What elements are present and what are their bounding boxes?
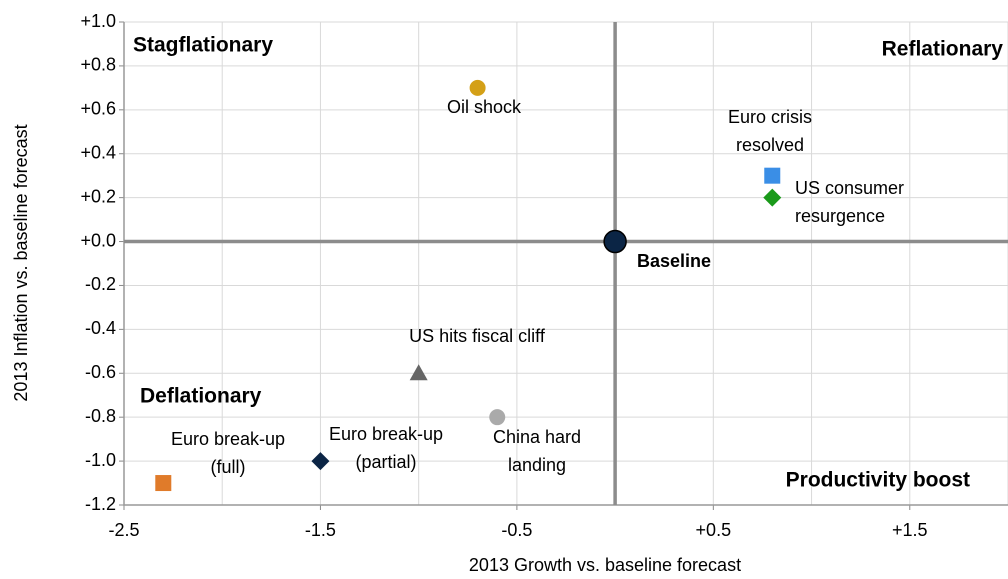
label-line: (partial) [355, 452, 416, 472]
y-tick-label: -0.2 [85, 274, 116, 294]
label-line: Euro break-up [171, 429, 285, 449]
quadrant-label: Stagflationary [133, 34, 273, 57]
marker [311, 452, 330, 471]
y-axis-title: 2013 Inflation vs. baseline forecast [11, 124, 31, 401]
marker [603, 229, 627, 254]
y-tick-label: +0.4 [80, 142, 116, 162]
y-tick-label: +0.8 [80, 55, 116, 75]
quadrant-label: Reflationary [882, 38, 1004, 61]
point-label: US consumer resurgence [795, 178, 904, 226]
label-line: (full) [211, 457, 246, 477]
marker [409, 364, 428, 381]
y-tick-label: -0.6 [85, 362, 116, 382]
label-line: US hits fiscal cliff [409, 326, 546, 346]
y-tick-label: +0.2 [80, 186, 116, 206]
label-line: resolved [736, 135, 804, 155]
label-line: Oil shock [447, 97, 522, 117]
y-tick-label: -1.0 [85, 450, 116, 470]
point-label: Euro break-up (partial) [329, 424, 443, 472]
marker [763, 188, 782, 207]
label-line: US consumer [795, 178, 904, 198]
y-tick-label: -0.8 [85, 406, 116, 426]
x-tick-label: -0.5 [501, 520, 532, 540]
marker [155, 475, 172, 492]
marker [764, 167, 781, 184]
quadrant-label: Productivity boost [786, 469, 970, 492]
x-tick-label: -2.5 [108, 520, 139, 540]
marker [489, 409, 506, 426]
point-label: Baseline [637, 251, 711, 271]
label-line: landing [508, 455, 566, 475]
y-tick-label: +0.0 [80, 230, 116, 250]
x-axis-title: 2013 Growth vs. baseline forecast [469, 555, 741, 575]
quadrant-label: Deflationary [140, 385, 262, 408]
label-line: resurgence [795, 206, 885, 226]
point-label: US hits fiscal cliff [409, 326, 546, 346]
label-line: Baseline [637, 251, 711, 271]
label-line: China hard [493, 427, 581, 447]
y-tick-label: +0.6 [80, 99, 116, 119]
y-tick-label: +1.0 [80, 11, 116, 31]
point-label: Euro crisis resolved [728, 107, 812, 155]
point-label: Oil shock [447, 97, 522, 117]
y-tick-label: -1.2 [85, 494, 116, 514]
x-tick-label: +0.5 [696, 520, 732, 540]
label-line: Euro break-up [329, 424, 443, 444]
y-tick-label: -0.4 [85, 318, 116, 338]
label-line: Euro crisis [728, 107, 812, 127]
marker [469, 79, 486, 96]
x-tick-label: -1.5 [305, 520, 336, 540]
x-tick-label: +1.5 [892, 520, 928, 540]
point-label: China hard landing [493, 427, 581, 475]
point-label: Euro break-up (full) [171, 429, 285, 477]
